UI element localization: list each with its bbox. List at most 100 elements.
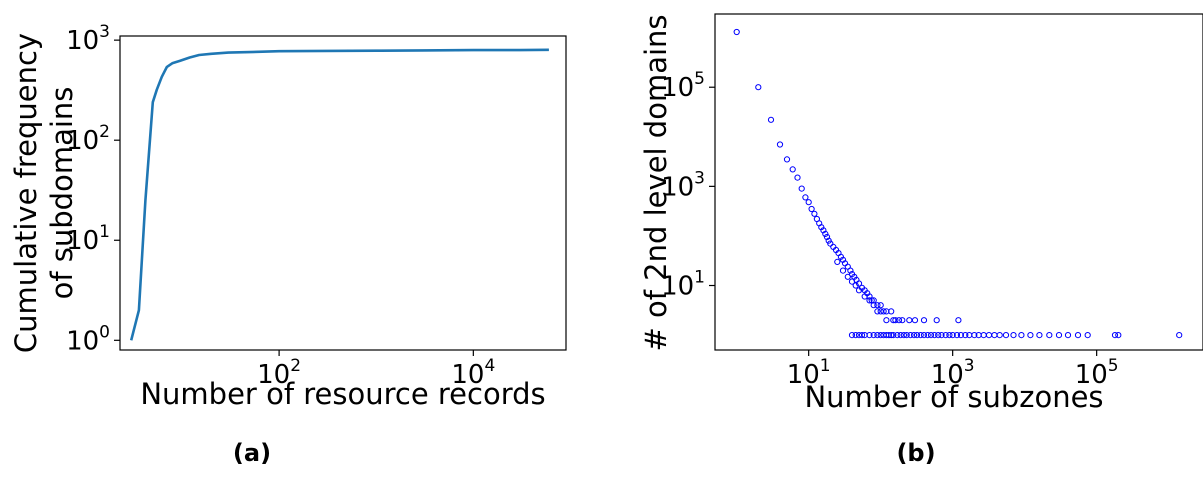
panel-b-point-88 [927, 332, 935, 339]
panel-b-point-52 [839, 267, 847, 274]
panel-b-point-48 [920, 317, 928, 324]
panel-b-point-82 [907, 332, 914, 339]
panel-b-point-102 [985, 332, 993, 339]
panel-b-point-77 [890, 332, 897, 339]
panel-b-point-87 [924, 332, 931, 339]
panel-b-point-69 [866, 332, 873, 339]
panel-b-point-61 [877, 308, 884, 315]
panel-b-series [733, 28, 1183, 339]
panel-a-series-line [129, 48, 549, 341]
panel-a-y-tick-label-1: 101 [66, 222, 110, 256]
panel-b-point-111 [1055, 332, 1063, 339]
panel-b-point-46 [906, 317, 913, 324]
panel-a-x-tick-label-1: 104 [451, 356, 495, 390]
panel-a: 102 104 100 101 102 103 Number of resource re… [9, 22, 567, 467]
panel-a-caption: (a) [233, 439, 271, 467]
panel-b-point-64 [848, 332, 856, 339]
panel-b-point-70 [870, 332, 877, 339]
panel-b: 101 103 105 101 103 105 Number of subzones # … [639, 13, 1203, 467]
panel-b-ticks: 101 103 105 101 103 105 [661, 69, 1119, 390]
panel-b-point-47 [911, 317, 919, 324]
panel-b-point-115 [1111, 332, 1119, 339]
panel-b-point-38 [874, 302, 881, 309]
panel-b-point-39 [877, 302, 884, 309]
panel-a-series [129, 48, 549, 341]
panel-b-point-80 [900, 332, 908, 339]
panel-b-point-9 [805, 199, 812, 206]
panel-b-point-103 [991, 332, 998, 339]
panel-a-axes-frame [119, 35, 567, 351]
panel-b-point-75 [885, 332, 893, 339]
panel-b-point-59 [870, 302, 877, 309]
panel-b-y-axis-label: # of 2nd level domains [639, 14, 673, 351]
panel-b-point-1 [755, 84, 762, 91]
panel-a-plot-area: 102 104 100 101 102 103 [66, 22, 567, 390]
panel-a-x-axis-label: Number of resource records [140, 377, 545, 411]
panel-b-point-27 [847, 267, 854, 274]
panel-b-point-56 [855, 287, 863, 294]
panel-a-y-tick-label-2: 102 [66, 122, 110, 156]
panel-b-point-91 [938, 332, 945, 339]
panel-b-point-54 [848, 278, 856, 285]
panel-b-point-16 [822, 230, 829, 237]
panel-b-x-axis-label: Number of subzones [804, 380, 1103, 414]
panel-b-x-tick-label-0: 101 [787, 356, 831, 390]
panel-b-point-93 [946, 332, 953, 339]
panel-b-point-95 [953, 332, 961, 339]
panel-b-x-tick-label-2: 105 [1075, 356, 1119, 390]
panel-b-point-83 [910, 332, 918, 339]
panel-b-point-106 [1010, 332, 1017, 339]
panel-b-point-15 [820, 227, 827, 234]
panel-a-y-tick-label-0: 100 [66, 322, 110, 356]
panel-b-point-110 [1046, 332, 1053, 339]
panel-b-point-94 [949, 332, 956, 339]
panel-b-point-107 [1018, 332, 1025, 339]
panel-b-point-96 [957, 332, 965, 339]
panel-b-caption: (b) [896, 439, 935, 467]
panel-b-point-116 [1115, 332, 1122, 339]
panel-b-point-49 [933, 317, 940, 324]
panel-b-point-113 [1074, 332, 1082, 339]
panel-b-point-90 [935, 332, 942, 339]
panel-b-point-51 [834, 258, 841, 265]
panel-b-point-53 [844, 273, 851, 280]
panel-a-ticks: 102 104 100 101 102 103 [66, 22, 495, 390]
panel-b-point-42 [888, 308, 895, 315]
panel-a-x-tick-label-0: 102 [257, 356, 301, 390]
panel-b-y-tick-label-2: 105 [661, 69, 705, 103]
panel-b-x-tick-label-1: 103 [931, 356, 975, 390]
panel-b-point-62 [883, 317, 890, 324]
panel-b-point-104 [996, 332, 1003, 339]
panel-b-point-65 [852, 332, 859, 339]
panel-b-point-60 [874, 308, 881, 315]
panel-b-point-50 [955, 317, 962, 324]
panel-b-point-99 [971, 332, 978, 339]
panel-b-point-109 [1036, 332, 1043, 339]
panel-b-point-84 [913, 332, 921, 339]
panel-b-point-114 [1084, 332, 1091, 339]
panel-b-point-40 [880, 308, 887, 315]
panel-a-y-tick-label-3: 103 [66, 22, 110, 56]
panel-b-point-2 [767, 116, 775, 123]
panel-b-point-44 [895, 317, 903, 324]
panel-b-point-3 [776, 141, 784, 148]
panel-b-point-11 [811, 210, 818, 217]
panel-b-point-6 [794, 174, 801, 181]
panel-b-point-112 [1064, 332, 1072, 339]
panel-b-point-43 [892, 317, 899, 324]
panel-b-point-4 [783, 156, 791, 163]
panel-b-y-tick-label-0: 101 [661, 268, 705, 302]
panel-b-point-55 [852, 282, 859, 289]
panel-b-point-81 [903, 332, 910, 339]
panel-a-y-axis-label-line2: of subdomains [45, 87, 79, 300]
panel-b-point-97 [962, 332, 969, 339]
panel-b-point-45 [899, 317, 906, 324]
panel-b-point-5 [789, 166, 796, 173]
panel-b-y-tick-label-1: 103 [661, 168, 705, 202]
panel-b-point-79 [897, 332, 904, 339]
panel-b-point-76 [888, 332, 895, 339]
panel-b-plot-area: 101 103 105 101 103 105 [661, 13, 1203, 390]
panel-b-point-0 [733, 28, 740, 36]
panel-b-point-78 [894, 332, 901, 339]
